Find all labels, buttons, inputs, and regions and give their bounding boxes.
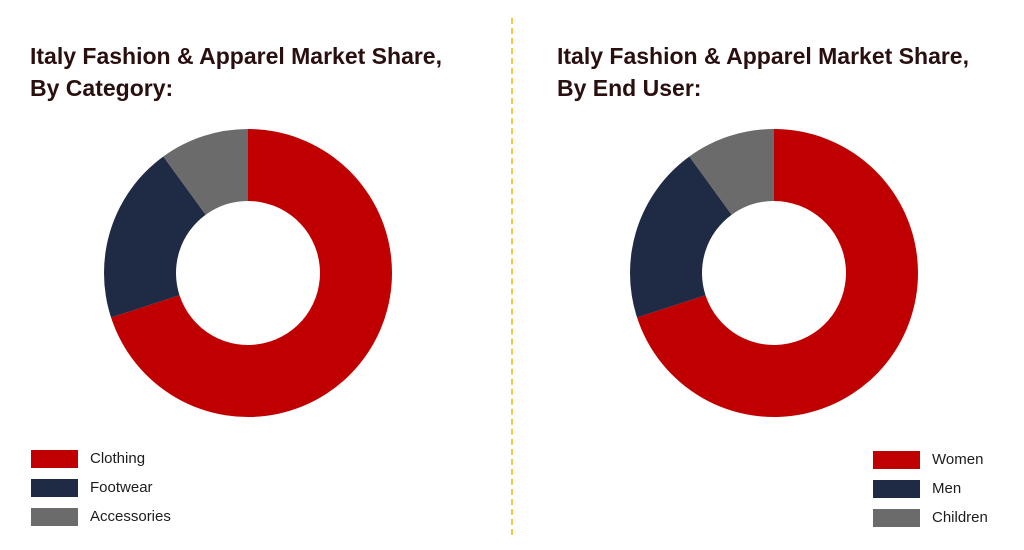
category-chart-title-line2: By Category:: [30, 75, 174, 101]
donut-slice-men: [630, 156, 732, 318]
legend-swatch-children: [873, 508, 920, 527]
legend-item-women: Women: [873, 445, 988, 474]
category-chart-title: Italy Fashion & Apparel Market Share, By…: [30, 40, 442, 104]
donut-slice-clothing: [111, 129, 393, 417]
legend-label-clothing: Clothing: [90, 450, 146, 467]
legend-item-children: Children: [873, 503, 988, 532]
legend-label-accessories: Accessories: [90, 508, 171, 525]
end-user-chart-title: Italy Fashion & Apparel Market Share, By…: [557, 40, 969, 104]
end-user-legend: Women Men Children: [873, 445, 988, 532]
legend-label-men: Men: [932, 480, 962, 497]
legend-swatch-accessories: [31, 507, 78, 526]
legend-item-footwear: Footwear: [31, 473, 171, 502]
category-legend: Clothing Footwear Accessories: [31, 444, 171, 531]
category-chart-title-line1: Italy Fashion & Apparel Market Share,: [30, 43, 442, 69]
donut-slice-women: [637, 129, 918, 417]
legend-label-footwear: Footwear: [90, 479, 153, 496]
legend-item-men: Men: [873, 474, 988, 503]
donut-slice-accessories: [163, 129, 248, 215]
legend-item-clothing: Clothing: [31, 444, 171, 473]
legend-swatch-footwear: [31, 478, 78, 497]
legend-swatch-clothing: [31, 449, 78, 468]
end-user-chart-title-line1: Italy Fashion & Apparel Market Share,: [557, 43, 969, 69]
panel-divider: [511, 18, 513, 535]
end-user-chart-panel: Italy Fashion & Apparel Market Share, By…: [512, 0, 1024, 550]
legend-item-accessories: Accessories: [31, 502, 171, 531]
end-user-donut-chart: [630, 129, 918, 417]
end-user-chart-title-line2: By End User:: [557, 75, 702, 101]
legend-label-women: Women: [932, 451, 984, 468]
legend-swatch-men: [873, 479, 920, 498]
category-donut-chart: [104, 129, 393, 417]
legend-label-children: Children: [932, 509, 988, 526]
donut-slice-footwear: [104, 156, 206, 318]
legend-swatch-women: [873, 450, 920, 469]
category-chart-panel: Italy Fashion & Apparel Market Share, By…: [30, 40, 442, 531]
donut-slice-children: [689, 129, 774, 215]
